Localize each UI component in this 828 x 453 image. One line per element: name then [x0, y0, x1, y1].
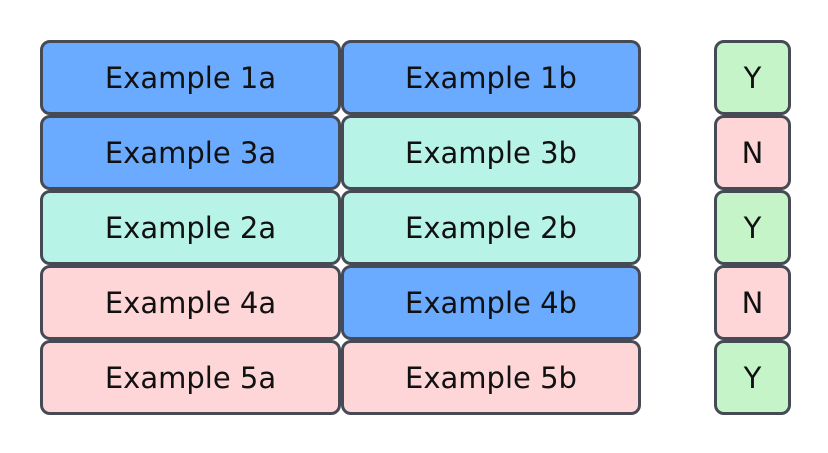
example-cell-5b: Example 5b	[341, 340, 641, 415]
example-cell-4b: Example 4b	[341, 265, 641, 340]
example-pairs-grid: Example 1a Example 1b Example 3a Example…	[40, 40, 641, 415]
answer-badge-1: Y	[714, 40, 791, 115]
example-cell-3b: Example 3b	[341, 115, 641, 190]
pair-row-1: Example 1a Example 1b	[40, 40, 641, 115]
answer-badge-4: N	[714, 265, 791, 340]
pair-row-3: Example 2a Example 2b	[40, 190, 641, 265]
example-cell-4a: Example 4a	[40, 265, 341, 340]
example-cell-2b: Example 2b	[341, 190, 641, 265]
example-cell-5a: Example 5a	[40, 340, 341, 415]
example-cell-2a: Example 2a	[40, 190, 341, 265]
answer-badge-5: Y	[714, 340, 791, 415]
answer-badge-3: Y	[714, 190, 791, 265]
example-cell-1a: Example 1a	[40, 40, 341, 115]
answer-badge-2: N	[714, 115, 791, 190]
pair-row-2: Example 3a Example 3b	[40, 115, 641, 190]
pair-row-4: Example 4a Example 4b	[40, 265, 641, 340]
match-answers-column: Y N Y N Y	[714, 40, 791, 415]
example-cell-1b: Example 1b	[341, 40, 641, 115]
pair-row-5: Example 5a Example 5b	[40, 340, 641, 415]
example-cell-3a: Example 3a	[40, 115, 341, 190]
